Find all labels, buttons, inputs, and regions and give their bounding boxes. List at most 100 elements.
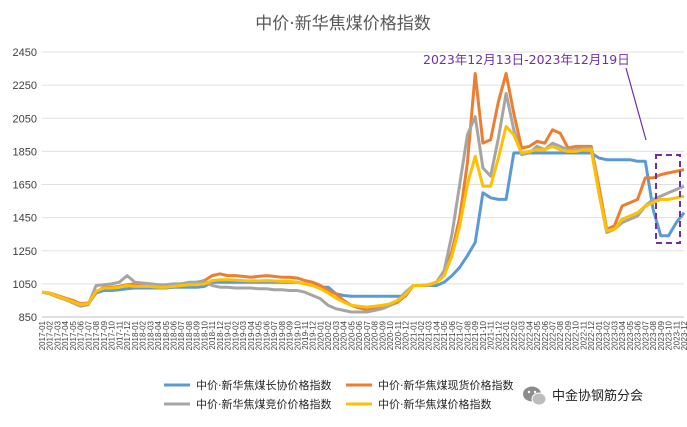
x-tick-label: 2021-12 <box>494 320 503 350</box>
x-tick-label: 2021-09 <box>471 320 480 350</box>
x-tick-label: 2019-10 <box>293 320 302 350</box>
y-axis: 850 1050 1250 1450 1650 1850 2050 2250 2450 <box>13 47 37 324</box>
x-tick-label: 2019-01 <box>224 320 233 350</box>
x-tick-label: 2023-04 <box>618 320 627 350</box>
x-tick-label: 2017-10 <box>108 320 117 350</box>
x-tick-label: 2023-01 <box>595 320 604 350</box>
x-tick-label: 2018-02 <box>139 320 148 350</box>
x-tick-label: 2020-02 <box>324 320 333 350</box>
x-tick-label: 2019-07 <box>270 320 279 350</box>
annotation: 2023年12月13日-2023年12月19日 <box>423 52 681 244</box>
x-tick-label: 2021-07 <box>456 320 465 350</box>
legend-label: 中价·新华焦煤现货价格指数 <box>378 378 514 392</box>
x-tick-label: 2021-01 <box>409 320 418 350</box>
x-tick-label: 2020-07 <box>363 320 372 350</box>
x-tick-label: 2018-09 <box>193 320 202 350</box>
x-tick-label: 2020-09 <box>378 320 387 350</box>
chart-title: 中价·新华焦煤价格指数 <box>255 14 430 34</box>
x-tick-label: 2018-06 <box>169 320 178 350</box>
x-tick-label: 2019-09 <box>286 320 295 350</box>
legend-label: 中价·新华焦煤竞价价格指数 <box>196 397 332 411</box>
x-tick-label: 2020-01 <box>316 320 325 350</box>
y-tick-label: 850 <box>19 312 37 324</box>
x-tick-label: 2017-08 <box>92 320 101 350</box>
x-tick-label: 2017-02 <box>46 320 55 350</box>
x-tick-label: 2023-09 <box>657 320 666 350</box>
x-tick-label: 2023-05 <box>626 320 635 350</box>
x-tick-label: 2022-02 <box>510 320 519 350</box>
x-tick-label: 2018-03 <box>146 320 155 350</box>
x-tick-label: 2017-09 <box>100 320 109 350</box>
x-tick-label: 2019-11 <box>301 320 310 349</box>
x-tick-label: 2020-08 <box>371 320 380 350</box>
wechat-icon <box>523 386 547 406</box>
x-tick-label: 2023-02 <box>603 320 612 350</box>
x-tick-label: 2018-12 <box>216 320 225 350</box>
x-tick-label: 2022-10 <box>572 320 581 350</box>
x-tick-label: 2019-12 <box>309 320 318 350</box>
x-tick-label: 2020-10 <box>386 320 395 350</box>
x-tick-label: 2021-11 <box>487 320 496 349</box>
x-tick-label: 2023-10 <box>665 320 674 350</box>
series-line-4 <box>41 125 685 309</box>
x-tick-label: 2018-11 <box>208 320 217 349</box>
x-tick-label: 2017-05 <box>69 320 78 350</box>
x-tick-label: 2021-08 <box>463 320 472 350</box>
x-tick-label: 2021-05 <box>440 320 449 350</box>
x-tick-label: 2020-12 <box>402 320 411 350</box>
x-axis: 2017-012017-022017-032017-042017-052017-… <box>38 320 687 350</box>
x-tick-label: 2023-06 <box>634 320 643 350</box>
y-tick-label: 1850 <box>13 146 37 158</box>
x-tick-label: 2019-02 <box>231 320 240 350</box>
x-tick-label: 2018-04 <box>154 320 163 350</box>
x-tick-label: 2021-06 <box>448 320 457 350</box>
y-tick-label: 1250 <box>13 246 37 258</box>
x-tick-label: 2017-12 <box>123 320 132 350</box>
x-tick-label: 2023-03 <box>610 320 619 350</box>
x-tick-label: 2019-05 <box>255 320 264 350</box>
x-tick-label: 2017-03 <box>53 320 62 350</box>
y-tick-label: 1650 <box>13 180 37 192</box>
x-tick-label: 2022-03 <box>518 320 527 350</box>
x-tick-label: 2017-11 <box>115 320 124 349</box>
x-tick-label: 2023-07 <box>641 320 650 350</box>
x-tick-label: 2020-11 <box>394 320 403 349</box>
x-tick-label: 2019-06 <box>262 320 271 350</box>
x-tick-label: 2017-06 <box>77 320 86 350</box>
x-tick-label: 2018-10 <box>200 320 209 350</box>
x-tick-label: 2018-08 <box>185 320 194 350</box>
x-tick-label: 2022-11 <box>579 320 588 349</box>
x-tick-label: 2020-05 <box>347 320 356 350</box>
gridlines <box>42 51 684 318</box>
annotation-box <box>655 154 681 244</box>
x-tick-label: 2018-01 <box>131 320 140 350</box>
x-tick-label: 2022-04 <box>525 320 534 350</box>
x-tick-label: 2020-06 <box>355 320 364 350</box>
annotation-arrow <box>625 67 647 141</box>
x-tick-label: 2019-03 <box>239 320 248 350</box>
series-line-3 <box>41 91 685 314</box>
x-tick-label: 2021-02 <box>417 320 426 350</box>
watermark-text: 中金协钢筋分会 <box>552 388 643 404</box>
x-tick-label: 2019-04 <box>247 320 256 350</box>
legend-label: 中价·新华焦煤长协价格指数 <box>196 378 332 392</box>
x-tick-label: 2022-05 <box>533 320 542 350</box>
x-tick-label: 2021-04 <box>432 320 441 350</box>
x-tick-label: 2020-03 <box>332 320 341 350</box>
x-tick-label: 2021-03 <box>425 320 434 350</box>
y-tick-label: 2050 <box>13 113 37 125</box>
x-tick-label: 2023-08 <box>649 320 658 350</box>
x-tick-label: 2017-04 <box>61 320 70 350</box>
x-tick-label: 2018-05 <box>162 320 171 350</box>
x-tick-label: 2021-10 <box>479 320 488 350</box>
y-tick-label: 2250 <box>13 80 37 92</box>
x-tick-label: 2022-09 <box>564 320 573 350</box>
watermark: 中金协钢筋分会 <box>523 386 643 406</box>
annotation-label: 2023年12月13日-2023年12月19日 <box>423 52 630 67</box>
legend-label: 中价·新华焦煤价格指数 <box>378 397 492 411</box>
x-tick-label: 2022-08 <box>556 320 565 350</box>
x-tick-label: 2022-01 <box>502 320 511 350</box>
